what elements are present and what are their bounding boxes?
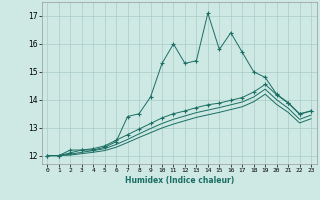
X-axis label: Humidex (Indice chaleur): Humidex (Indice chaleur)	[124, 176, 234, 185]
